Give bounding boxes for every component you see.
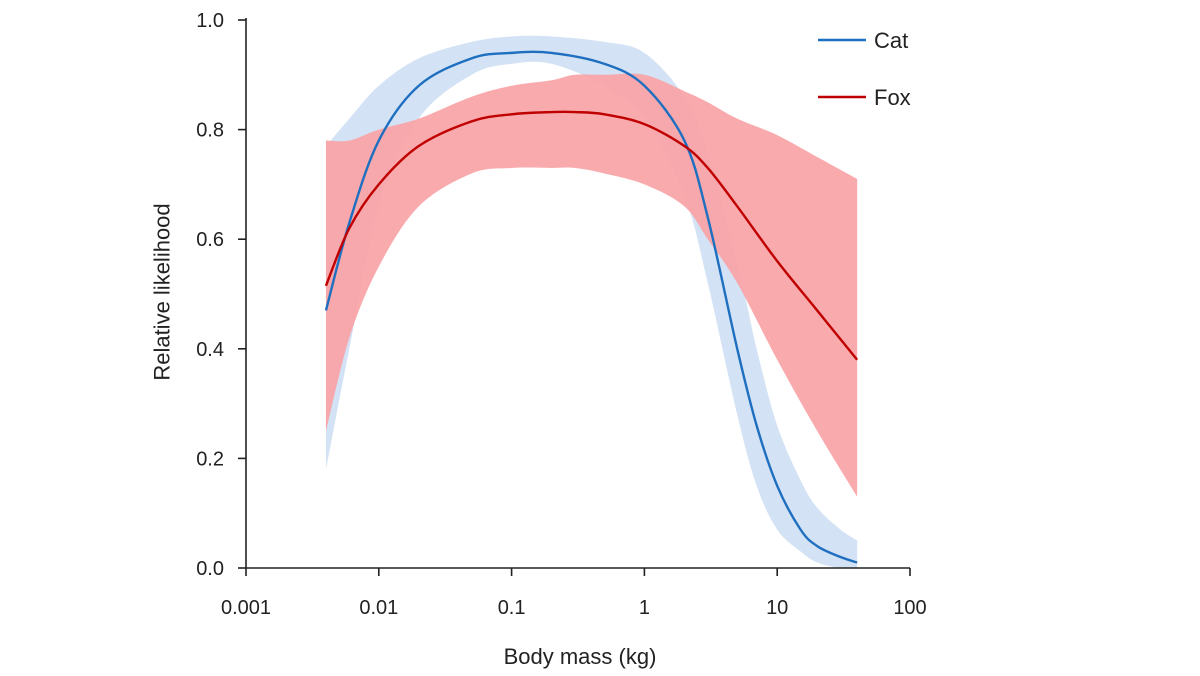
cat-series-line (324, 50, 858, 564)
y-tick-label: 1.0 (196, 10, 224, 32)
x-tick-label: 10 (766, 597, 788, 619)
fox-legend-label: Fox (874, 85, 911, 110)
legend: Cat Fox (818, 28, 911, 110)
y-axis-title: Relative likelihood (150, 203, 175, 380)
x-tick-label: 0.001 (221, 597, 271, 619)
x-tick-label: 0.01 (359, 597, 398, 619)
fox-series-line (324, 110, 859, 361)
cat-legend-label: Cat (874, 28, 908, 53)
axes (245, 18, 910, 569)
fox-confidence-band (325, 73, 858, 497)
y-tick-label: 0.0 (196, 558, 224, 580)
y-tick-label: 0.6 (196, 229, 224, 251)
x-tick-label: 0.1 (498, 597, 526, 619)
x-axis-title: Body mass (kg) (504, 644, 657, 669)
x-tick-label: 100 (893, 597, 926, 619)
cat-confidence-band (325, 35, 858, 569)
confidence-bands (325, 35, 858, 569)
series-lines (324, 50, 859, 564)
x-tick-label: 1 (639, 597, 650, 619)
y-tick-label: 0.4 (196, 339, 224, 361)
y-tick-label: 0.8 (196, 120, 224, 142)
y-tick-label: 0.2 (196, 448, 224, 470)
x-axis-ticks: 0.001 0.01 0.1 1 10 100 (221, 568, 927, 619)
y-axis-ticks: 0.0 0.2 0.4 0.6 0.8 1.0 (196, 10, 246, 580)
